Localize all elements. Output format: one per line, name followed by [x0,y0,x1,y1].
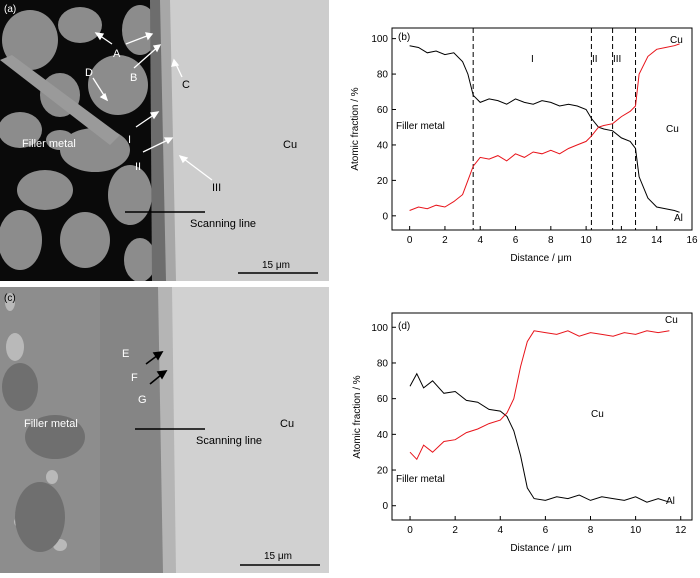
y-tick-label: 40 [377,430,389,441]
series-line-al [409,45,680,213]
marker-G: G [138,394,147,406]
chart-b-cu-mid-label: Cu [666,124,679,135]
y-tick-label: 40 [377,140,389,151]
scan-label-a: Scanning line [190,218,256,230]
panel-a-label: (a) [4,4,16,15]
chart-b-xticks: 0 2 4 6 8 10 12 14 16 [407,226,698,246]
marker-A: A [113,48,121,60]
x-tick-label: 8 [588,525,594,536]
sem-image-a-graphic: (a) Filler metal Cu Scanning line 15 μm … [0,0,329,281]
sem-image-c-graphic: (c) Filler metal Cu Scanning line 15 μm … [0,287,329,573]
y-tick-label: 20 [377,466,389,477]
chart-d-ylabel: Atomic fraction / % [352,375,363,458]
y-tick-label: 60 [377,105,389,116]
chart-d-frame [391,312,693,521]
chart-b-panel-label: (b) [398,32,410,43]
x-tick-label: 10 [581,235,593,246]
chart-d-series [409,330,670,503]
y-tick-label: 80 [377,358,389,369]
scan-label-c: Scanning line [196,435,262,447]
chart-d-xticks: 0 2 4 6 8 10 12 [407,516,687,536]
chart-b-zone-II: II [592,54,598,65]
chart-d: 0 2 4 6 8 10 12 0 20 40 60 80 100 (d) Distance / μm… [340,287,700,573]
chart-d-al-label: Al [666,496,675,507]
x-tick-label: 0 [407,235,413,246]
marker-C: C [182,79,190,91]
x-tick-label: 6 [513,235,519,246]
series-line-cu [409,330,670,461]
x-tick-label: 14 [651,235,663,246]
chart-d-svg: 0 2 4 6 8 10 12 0 20 40 60 80 100 (d) Distance / μm… [352,312,693,554]
x-tick-label: 12 [616,235,628,246]
chart-b-cu-top-label: Cu [670,35,683,46]
x-tick-label: 16 [686,235,698,246]
x-tick-label: 4 [477,235,483,246]
marker-II: II [135,161,141,173]
x-tick-label: 2 [442,235,448,246]
y-tick-label: 20 [377,176,389,187]
filler-phases [0,5,158,281]
interface-layer-c [158,287,176,573]
reaction-layer-c [100,287,166,573]
chart-b-al-label: Al [674,213,683,224]
x-tick-label: 0 [407,525,413,536]
chart-b-zone-III: III [613,54,621,65]
chart-b-frame [391,27,693,231]
chart-b-svg: 0 2 4 6 8 10 12 14 16 0 20 40 60 80 100 (b) Distance … [350,27,698,264]
sem-image-a: (a) Filler metal Cu Scanning line 15 μm … [0,0,329,281]
chart-b-yticks: 0 20 40 60 80 100 [371,34,396,222]
marker-F: F [131,372,138,384]
filler-dark-phase-c [2,363,85,552]
x-tick-label: 4 [497,525,503,536]
x-tick-label: 8 [548,235,554,246]
scale-label-a: 15 μm [262,260,290,271]
chart-b-zone-I: I [531,54,534,65]
chart-d-cu-mid-label: Cu [591,409,604,420]
chart-b: 0 2 4 6 8 10 12 14 16 0 20 40 60 80 100 (b) Distance … [340,0,700,281]
y-tick-label: 80 [377,70,389,81]
y-tick-label: 0 [382,501,388,512]
chart-d-yticks: 0 20 40 60 80 100 [371,323,396,512]
chart-b-series [409,43,680,213]
marker-B: B [130,72,137,84]
series-line-cu [409,43,680,211]
marker-E: E [122,348,129,360]
chart-b-filler-label: Filler metal [396,121,445,132]
chart-b-xlabel: Distance / μm [510,253,571,264]
chart-d-filler-label: Filler metal [396,474,445,485]
chart-d-cu-top-label: Cu [665,315,678,326]
scale-label-c: 15 μm [264,551,292,562]
marker-D: D [85,67,93,79]
x-tick-label: 12 [675,525,687,536]
cu-label-c: Cu [280,418,294,430]
y-tick-label: 0 [382,211,388,222]
chart-d-panel-label: (d) [398,321,410,332]
markers-c [145,351,168,385]
cu-label-a: Cu [283,139,297,151]
chart-b-ylabel: Atomic fraction / % [350,87,361,170]
marker-III: III [212,182,221,194]
marker-I: I [128,134,131,146]
series-line-al [409,372,670,503]
filler-label-a: Filler metal [22,138,76,150]
x-tick-label: 6 [543,525,549,536]
needle-phase [0,55,120,145]
chart-b-zone-dividers [472,28,637,230]
chart-d-xlabel: Distance / μm [510,543,571,554]
y-tick-label: 100 [371,323,388,334]
x-tick-label: 10 [630,525,642,536]
x-tick-label: 2 [452,525,458,536]
panel-c-label: (c) [4,293,16,304]
markers-a [92,32,213,181]
filler-label-c: Filler metal [24,418,78,430]
sem-image-c: (c) Filler metal Cu Scanning line 15 μm … [0,287,329,573]
y-tick-label: 60 [377,394,389,405]
y-tick-label: 100 [371,34,388,45]
